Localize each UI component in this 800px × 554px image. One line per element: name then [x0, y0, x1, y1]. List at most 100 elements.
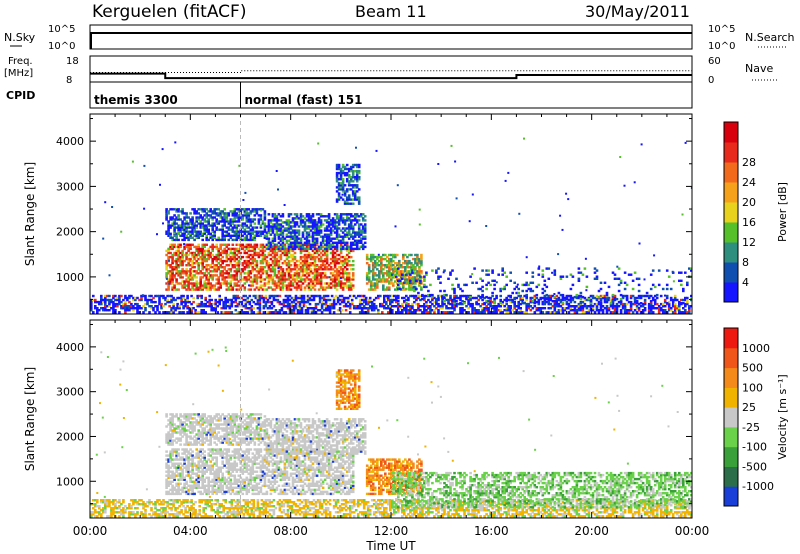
- power-cell: [148, 305, 151, 308]
- power-cell: [235, 214, 239, 217]
- power-cell: [329, 276, 333, 279]
- power-cell: [323, 245, 327, 249]
- power-cell: [579, 294, 583, 298]
- power-cell: [221, 210, 224, 213]
- power-cell: [247, 243, 251, 246]
- power-cell: [525, 289, 528, 293]
- power-cell: [400, 270, 403, 273]
- power-cell: [413, 294, 416, 298]
- power-cell: [357, 215, 361, 218]
- power-cell: [319, 264, 323, 267]
- power-cell: [321, 239, 325, 242]
- power-cell: [90, 300, 93, 304]
- power-cell: [349, 227, 353, 230]
- power-cell: [251, 262, 255, 265]
- power-cell: [237, 214, 241, 217]
- power-cell: [357, 247, 361, 251]
- power-cell: [402, 276, 405, 279]
- power-cell: [539, 311, 543, 314]
- power-cell: [593, 277, 597, 280]
- power-cell: [235, 274, 239, 277]
- power-cell: [336, 300, 340, 304]
- power-cell: [174, 141, 177, 144]
- power-cell: [341, 262, 345, 265]
- power-cell: [223, 236, 226, 239]
- power-cell: [221, 259, 224, 263]
- power-cell: [255, 226, 259, 229]
- power-cell: [175, 262, 178, 265]
- power-cell: [491, 307, 494, 310]
- power-cell: [197, 249, 200, 253]
- power-cell: [218, 298, 221, 302]
- power-cell: [418, 268, 421, 271]
- n-tick-left-bottom: 10^0: [48, 41, 75, 52]
- velocity-cell: [167, 466, 170, 469]
- power-cell: [104, 201, 107, 204]
- power-cell: [275, 229, 279, 232]
- power-cell: [183, 282, 186, 285]
- power-cell: [371, 268, 375, 271]
- power-cell: [191, 278, 194, 281]
- power-cell: [384, 266, 387, 269]
- power-cell: [259, 230, 263, 233]
- power-cell: [247, 212, 251, 215]
- power-cell: [307, 225, 311, 228]
- power-cell: [223, 216, 226, 219]
- power-cell: [339, 268, 343, 271]
- power-cell: [189, 282, 192, 285]
- power-cell: [311, 225, 315, 228]
- power-cell: [183, 286, 186, 289]
- power-cell: [335, 213, 339, 216]
- power-cell: [353, 217, 357, 220]
- power-cell: [249, 210, 253, 213]
- power-cell: [323, 253, 327, 257]
- power-cell: [317, 280, 321, 283]
- power-cell: [305, 270, 309, 273]
- power-cell: [319, 247, 323, 251]
- power-cell: [162, 305, 165, 308]
- power-cell: [316, 294, 320, 298]
- power-cell: [343, 192, 347, 195]
- power-cell: [291, 282, 295, 285]
- power-cell: [351, 241, 355, 244]
- power-cell: [415, 309, 418, 312]
- power-cell: [377, 253, 380, 256]
- power-cell: [162, 294, 165, 298]
- power-cell: [218, 300, 221, 304]
- power-cell: [531, 275, 535, 278]
- power-cell: [619, 279, 623, 282]
- power-cell: [196, 302, 199, 306]
- power-colorbar-swatch: [724, 262, 738, 283]
- power-cell: [239, 251, 243, 255]
- power-cell: [253, 247, 257, 251]
- power-cell: [341, 221, 345, 224]
- power-cell: [465, 294, 468, 298]
- power-cell: [339, 262, 343, 265]
- power-cell: [287, 264, 291, 267]
- power-cell: [657, 269, 661, 272]
- power-cell: [140, 294, 143, 298]
- power-cell: [407, 309, 410, 312]
- power-cell: [307, 262, 311, 265]
- power-cell: [537, 298, 541, 302]
- power-cell: [300, 294, 304, 298]
- power-cell: [229, 280, 233, 283]
- power-cell: [278, 300, 282, 304]
- power-cell: [172, 219, 175, 222]
- power-cell: [511, 309, 514, 312]
- power-cell: [253, 243, 257, 246]
- power-cell: [301, 225, 305, 228]
- power-cell: [332, 296, 336, 300]
- power-cell: [335, 274, 339, 277]
- power-cell: [165, 272, 168, 275]
- power-cell: [647, 296, 651, 300]
- power-cell: [179, 228, 182, 231]
- power-cell: [503, 285, 506, 289]
- power-cell: [407, 311, 410, 314]
- power-cell: [649, 300, 653, 303]
- power-cell: [200, 294, 203, 298]
- power-cell: [629, 296, 633, 300]
- power-cell: [245, 208, 249, 211]
- power-cell: [351, 272, 355, 275]
- power-cell: [203, 251, 206, 255]
